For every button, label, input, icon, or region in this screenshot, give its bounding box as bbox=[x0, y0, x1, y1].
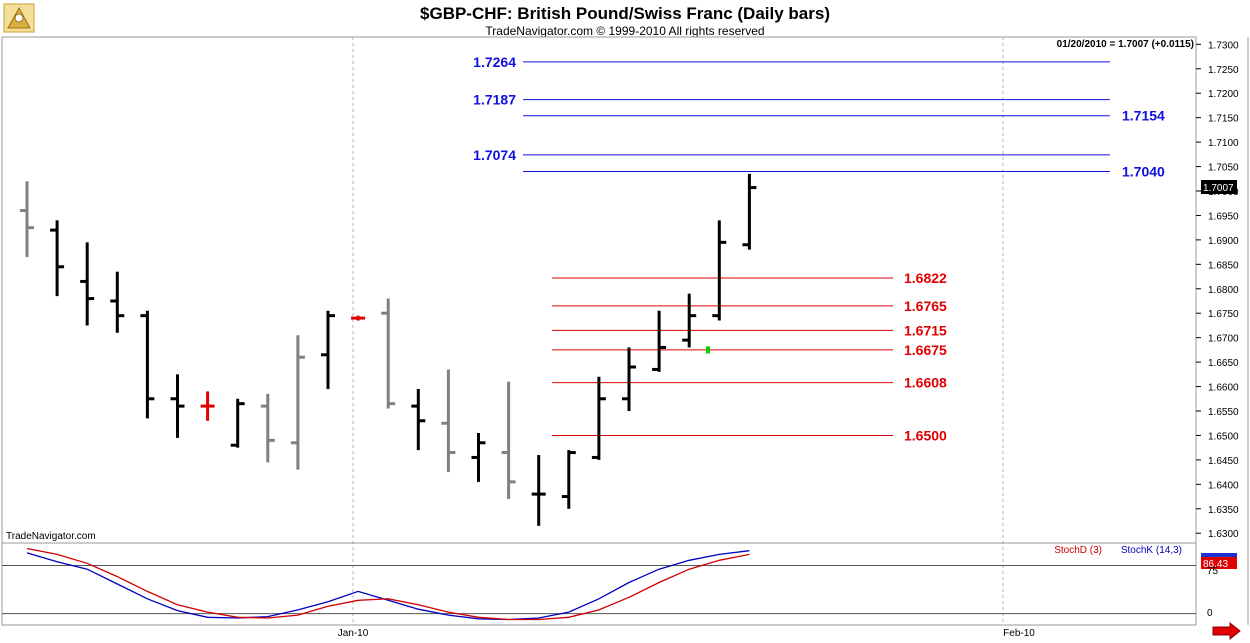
y-tick-label: 1.7050 bbox=[1208, 163, 1239, 174]
ohlc-bar bbox=[230, 398, 245, 448]
trade-navigator-logo-icon[interactable] bbox=[3, 3, 35, 33]
ohlc-bar bbox=[441, 369, 456, 473]
y-tick-label: 1.7150 bbox=[1208, 114, 1239, 125]
blue-level-label: 1.7264 bbox=[473, 54, 516, 70]
last-price-label: 1.7007 bbox=[1203, 183, 1234, 194]
y-tick-label: 1.6350 bbox=[1208, 505, 1239, 516]
red-level-label: 1.6608 bbox=[904, 375, 947, 391]
x-tick-label-feb: Feb-10 bbox=[1003, 628, 1035, 639]
price-plot-frame bbox=[1, 36, 1197, 544]
watermark-text: TradeNavigator.com bbox=[6, 531, 96, 542]
last-quote-text: 01/20/2010 = 1.7007 (+0.0115) bbox=[1057, 39, 1194, 50]
stoch-value-label: 86.43 bbox=[1203, 559, 1228, 570]
stochastic-panel bbox=[2, 547, 1196, 621]
red-level-label: 1.6715 bbox=[904, 322, 947, 338]
stoch-k-legend: StochK (14,3) bbox=[1121, 545, 1182, 556]
y-tick-label: 1.6950 bbox=[1208, 211, 1239, 222]
chart-title: $GBP-CHF: British Pound/Swiss Franc (Dai… bbox=[420, 4, 830, 23]
y-tick-label: 1.6900 bbox=[1208, 236, 1239, 247]
green-signal-marker bbox=[706, 346, 710, 354]
y-tick-label: 1.7250 bbox=[1208, 65, 1239, 76]
stoch-tick-75: 75 bbox=[1207, 566, 1219, 577]
red-level-label: 1.6765 bbox=[904, 298, 947, 314]
y-tick-label: 1.6700 bbox=[1208, 334, 1239, 345]
stochastic-panel-frame bbox=[1, 542, 1197, 626]
y-tick-label: 1.7300 bbox=[1208, 40, 1239, 51]
ohlc-bar bbox=[351, 315, 366, 321]
copyright-text: TradeNavigator.com © 1999-2010 All right… bbox=[485, 24, 764, 38]
y-tick-label: 1.6300 bbox=[1208, 529, 1239, 540]
x-tick-label-jan: Jan-10 bbox=[338, 628, 369, 639]
ohlc-bar bbox=[561, 450, 576, 509]
y-tick-label: 1.6850 bbox=[1208, 260, 1239, 271]
fibonacci-levels: 1.7264 1.7187 1.7074 1.7154 1.7040 1.6822 1.67… bbox=[473, 54, 1165, 444]
ohlc-bar bbox=[50, 220, 65, 297]
ohlc-bar bbox=[140, 310, 155, 419]
red-level-label: 1.6822 bbox=[904, 270, 947, 286]
blue-level-label: 1.7040 bbox=[1122, 163, 1165, 179]
ohlc-bar bbox=[321, 310, 335, 389]
ohlc-bar bbox=[712, 220, 727, 321]
y-tick-label: 1.7100 bbox=[1208, 138, 1239, 149]
ohlc-bar bbox=[411, 389, 426, 451]
stoch-d-line bbox=[26, 547, 750, 621]
ohlc-bar bbox=[290, 335, 305, 470]
stoch-value-box bbox=[1201, 557, 1237, 569]
stoch-tick-0: 0 bbox=[1207, 608, 1213, 619]
blue-level-label: 1.7154 bbox=[1122, 108, 1165, 124]
ohlc-bar bbox=[531, 455, 546, 526]
ohlc-bar bbox=[110, 271, 125, 333]
ohlc-bar bbox=[682, 293, 697, 348]
stoch-k-line bbox=[26, 550, 750, 621]
y-tick-label: 1.6550 bbox=[1208, 407, 1239, 418]
ohlc-bar bbox=[200, 391, 215, 421]
blue-level-label: 1.7187 bbox=[473, 92, 516, 108]
ohlc-bar bbox=[260, 393, 275, 463]
ohlc-bar bbox=[622, 347, 636, 411]
y-tick-label: 1.6400 bbox=[1208, 480, 1239, 491]
y-tick-label: 1.6600 bbox=[1208, 383, 1239, 394]
ohlc-bar bbox=[501, 381, 516, 499]
ohlc-bar bbox=[80, 242, 95, 326]
stoch-k-value-marker bbox=[1201, 553, 1237, 557]
blue-level-label: 1.7074 bbox=[473, 147, 516, 163]
scroll-right-arrow-icon[interactable] bbox=[1212, 621, 1241, 641]
ohlc-bar bbox=[170, 374, 185, 438]
last-price-box bbox=[1201, 180, 1237, 194]
y-tick-label: 1.6800 bbox=[1208, 285, 1239, 296]
y-tick-label: 1.6650 bbox=[1208, 358, 1239, 369]
y-tick-label: 1.6750 bbox=[1208, 309, 1239, 320]
ohlc-bar bbox=[20, 181, 34, 257]
ohlc-bar bbox=[471, 433, 486, 482]
y-tick-label: 1.6450 bbox=[1208, 456, 1239, 467]
ohlc-bar bbox=[652, 310, 667, 372]
y-axis-ticks: 1.7300 1.7250 1.7200 1.7150 1.7100 1.7050 1.70… bbox=[1196, 40, 1239, 540]
ohlc-bar bbox=[381, 298, 396, 409]
price-bars bbox=[20, 173, 757, 526]
y-tick-label: 1.7200 bbox=[1208, 89, 1239, 100]
ohlc-bar bbox=[742, 173, 757, 250]
red-level-label: 1.6500 bbox=[904, 427, 947, 443]
y-tick-label: 1.6500 bbox=[1208, 431, 1239, 442]
stoch-d-legend: StochD (3) bbox=[1054, 545, 1102, 556]
red-level-label: 1.6675 bbox=[904, 342, 947, 358]
ohlc-bar bbox=[591, 376, 606, 460]
